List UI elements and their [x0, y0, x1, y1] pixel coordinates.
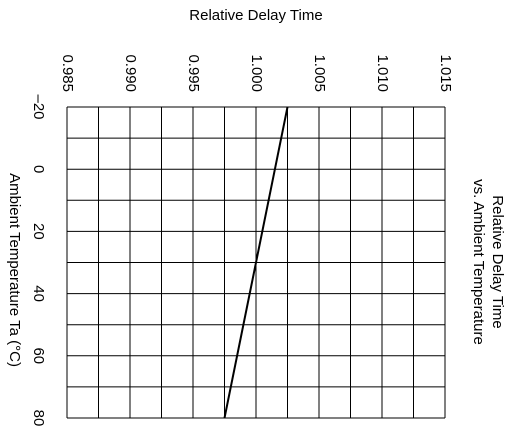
value-tick-label: 1.000 [248, 54, 265, 92]
value-tick-label: 1.015 [437, 54, 454, 92]
temperature-axis-label: Ambient Temperature Ta (°C) [6, 173, 23, 367]
value-tick-label: 0.985 [59, 54, 76, 92]
temperature-tick-label: 20 [30, 223, 47, 240]
temperature-tick-label: 60 [30, 347, 47, 364]
value-tick-label: 0.995 [185, 54, 202, 92]
value-axis-label: Relative Delay Time [189, 7, 322, 24]
temperature-tick-label: –20 [30, 94, 47, 119]
value-tick-label: 1.010 [374, 54, 391, 92]
data-line [223, 106, 289, 419]
temperature-tick-label: 80 [30, 410, 47, 427]
temperature-tick-label: 40 [30, 285, 47, 302]
chart-title: vs. Ambient Temperature [470, 179, 487, 345]
value-tick-label: 1.005 [311, 54, 328, 92]
value-tick-label: 0.990 [122, 54, 139, 92]
temperature-tick-label: 0 [30, 165, 47, 173]
chart-title: Relative Delay Time [489, 195, 506, 328]
